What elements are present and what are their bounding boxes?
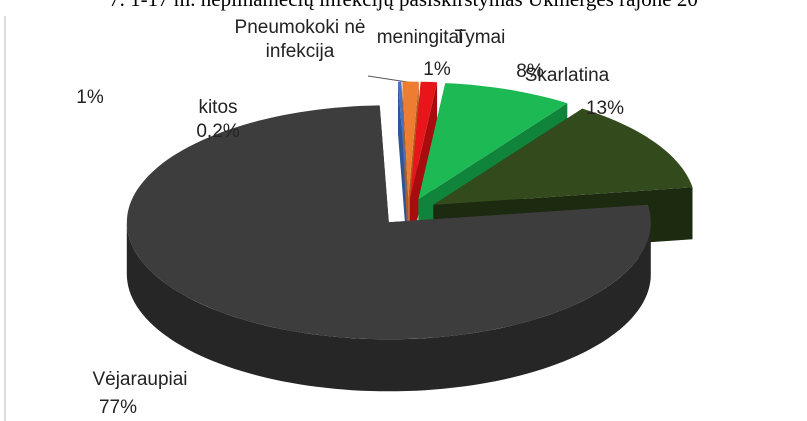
slice-side <box>126 222 651 392</box>
value-label: 1% <box>423 59 451 80</box>
slice <box>410 81 438 199</box>
value-label: 0,2% <box>196 121 240 142</box>
value-label: 8% <box>516 61 544 82</box>
slice <box>418 83 568 200</box>
slice <box>433 108 693 205</box>
slice <box>402 81 419 199</box>
value-label: 13% <box>585 98 625 119</box>
category-label: kitos <box>198 97 238 118</box>
category-label: Tymai <box>454 27 506 48</box>
chart-title: 7. 1-17 m. nepilnamečių infekcijų pasisk… <box>0 0 807 12</box>
category-label: Pneumokoki nė infekcija <box>234 17 366 62</box>
category-label: Vėjaraupiai <box>92 369 188 390</box>
slice <box>126 105 651 340</box>
category-label: Skarlatina <box>524 65 610 86</box>
value-label: 77% <box>98 397 138 418</box>
slice-wall <box>410 82 438 251</box>
category-label: meningitai <box>376 27 464 48</box>
value-label: 1% <box>76 87 104 108</box>
slice-wall <box>398 81 408 251</box>
slice <box>398 81 408 199</box>
